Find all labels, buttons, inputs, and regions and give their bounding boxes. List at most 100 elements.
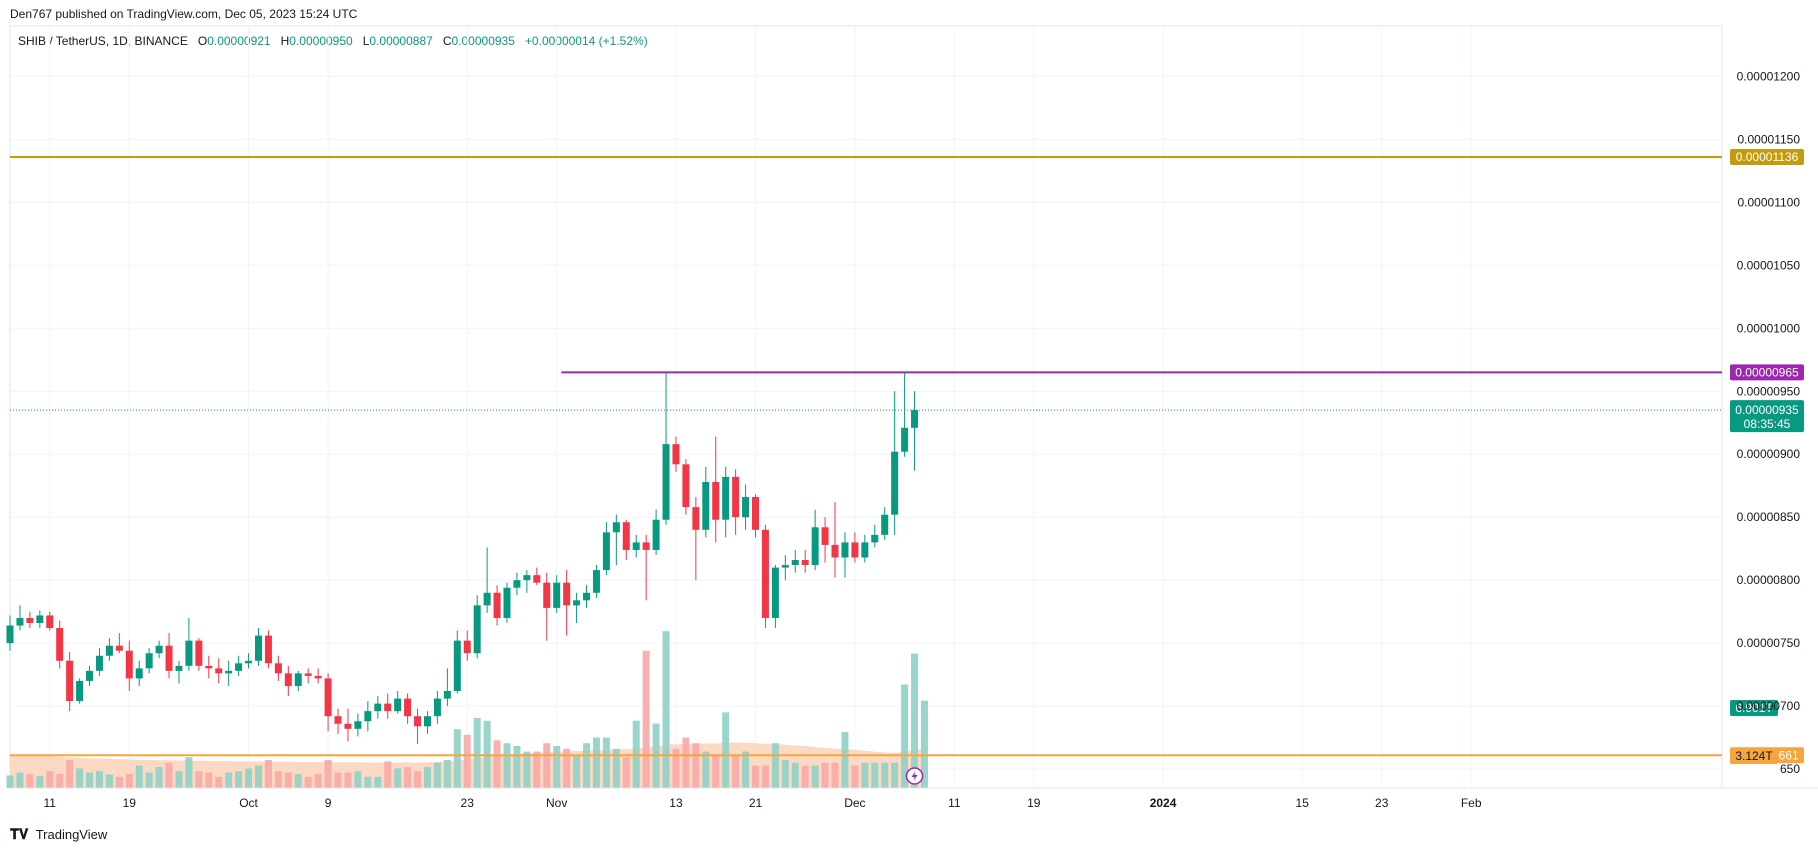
volume-bar <box>26 774 34 788</box>
candle-body <box>46 615 54 629</box>
volume-bar <box>672 748 680 788</box>
candle-body <box>125 650 133 679</box>
x-tick-label: 21 <box>749 796 763 810</box>
candle-body <box>602 532 610 571</box>
candle-body <box>205 665 213 669</box>
candle-body <box>334 716 342 724</box>
candle-body <box>722 476 730 520</box>
grid-layer <box>9 25 1723 789</box>
x-tick-label: Nov <box>546 796 567 810</box>
candle-body <box>453 640 461 692</box>
candle-body <box>404 698 412 717</box>
volume-bar <box>920 700 928 788</box>
y-tick-label: 0.00000850 <box>1737 510 1801 524</box>
volume-bar <box>86 772 94 788</box>
candle-body <box>841 542 849 558</box>
volume-bar <box>314 774 322 788</box>
candle-body <box>483 592 491 606</box>
candle-body <box>215 668 223 674</box>
y-tick-label: 0.00000900 <box>1737 447 1801 461</box>
candle-body <box>175 665 183 671</box>
footer-brand-text: TradingView <box>35 827 108 842</box>
candle-body <box>304 673 312 676</box>
candle-body <box>851 542 859 558</box>
symbol-label[interactable]: SHIB / TetherUS, 1D, BINANCE <box>18 34 188 48</box>
volume-bar <box>433 762 441 788</box>
x-tick-label: Dec <box>844 796 865 810</box>
last-price-tag-label: 0.00000935 <box>1735 403 1799 417</box>
volume-bar <box>56 774 64 788</box>
volume-bar <box>165 762 173 788</box>
candle-body <box>821 527 829 545</box>
x-tick-label: 13 <box>669 796 683 810</box>
y-tick-label: 0.00000750 <box>1737 636 1801 650</box>
volume-bar <box>423 767 431 788</box>
candle-body <box>155 645 163 654</box>
levels-layer: 0.000011360.000009650.000006610.00000935… <box>10 148 1804 764</box>
volume-bar <box>881 762 889 788</box>
volume-bar <box>692 743 700 788</box>
x-tick-label: 19 <box>123 796 137 810</box>
volume-bar <box>642 650 650 788</box>
tradingview-logo-icon: 𝐓𝐕 <box>10 826 29 842</box>
volume-bar <box>255 765 262 788</box>
volume-bar <box>682 737 690 788</box>
volume-bar <box>811 765 819 788</box>
volume-last-tag <box>1730 748 1778 764</box>
candle-body <box>235 663 243 671</box>
candle-body <box>145 653 153 669</box>
volume-bar <box>115 776 123 788</box>
candle-body <box>105 645 113 656</box>
candle-body <box>76 680 84 702</box>
volume-bar <box>821 762 829 788</box>
volume-bar <box>732 754 740 788</box>
candle-body <box>294 673 302 686</box>
candle-body <box>901 427 909 452</box>
candle-body <box>503 587 511 618</box>
volume-bar <box>612 748 620 788</box>
candle-body <box>185 640 193 666</box>
volume-bar <box>245 768 253 788</box>
candle-body <box>433 698 441 717</box>
candle-body <box>553 582 561 608</box>
candle-body <box>543 582 551 608</box>
volume-bar <box>95 771 103 788</box>
candle-body <box>583 592 591 601</box>
volume-bar <box>801 765 809 788</box>
plot-border <box>9 25 1723 789</box>
candles-layer <box>6 372 924 785</box>
candle-body <box>115 645 123 651</box>
footer-brand[interactable]: 𝐓𝐕 TradingView <box>10 826 107 843</box>
resistance-recent-high-tag <box>1730 364 1804 381</box>
candle-body <box>881 514 889 535</box>
y-tick-label: 0.00001050 <box>1737 258 1801 272</box>
low-label: L <box>362 34 370 48</box>
volume-bar <box>135 765 143 788</box>
volume-marker-label: 6.901T <box>1735 701 1773 715</box>
candle-body <box>712 481 720 520</box>
x-tick-label: 11 <box>948 796 961 810</box>
candle-body <box>513 580 521 588</box>
candle-body <box>264 635 272 664</box>
volume-bar <box>463 734 471 788</box>
volume-bar <box>622 757 630 788</box>
volume-bar <box>344 772 352 788</box>
candle-body <box>752 497 759 530</box>
candle-body <box>473 605 481 654</box>
candle-body <box>771 567 779 618</box>
candle-body <box>891 451 899 515</box>
volume-layer <box>6 631 928 788</box>
lightning-icon <box>911 771 918 781</box>
volume-bar <box>225 772 233 788</box>
candle-body <box>761 529 769 618</box>
volume-bar <box>781 760 789 788</box>
candle-body <box>443 691 451 699</box>
candle-body <box>324 678 332 717</box>
volume-bar <box>105 774 113 788</box>
x-tick-label: Oct <box>239 796 258 810</box>
volume-bar <box>195 771 203 788</box>
volume-bar <box>891 762 899 788</box>
candle-body <box>523 575 531 581</box>
candle-body <box>423 716 431 727</box>
